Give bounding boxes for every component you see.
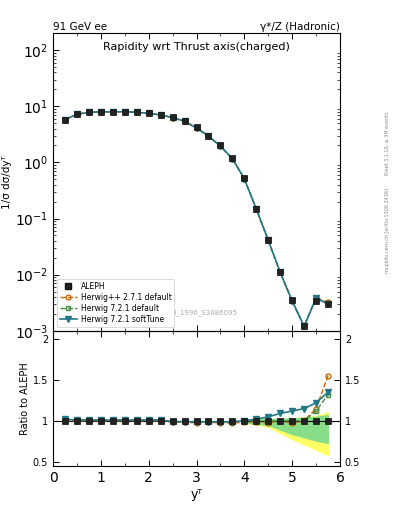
Legend: ALEPH, Herwig++ 2.7.1 default, Herwig 7.2.1 default, Herwig 7.2.1 softTune: ALEPH, Herwig++ 2.7.1 default, Herwig 7.… xyxy=(57,279,174,327)
Y-axis label: Ratio to ALEPH: Ratio to ALEPH xyxy=(20,362,30,435)
Text: Rivet 3.1.10, ≥ 3M events: Rivet 3.1.10, ≥ 3M events xyxy=(385,112,390,175)
Y-axis label: 1/σ dσ/dyᵀ: 1/σ dσ/dyᵀ xyxy=(2,155,12,209)
Text: Rapidity wrt Thrust axis(charged): Rapidity wrt Thrust axis(charged) xyxy=(103,42,290,52)
X-axis label: yᵀ: yᵀ xyxy=(191,487,202,501)
Text: 91 GeV ee: 91 GeV ee xyxy=(53,22,107,32)
Text: ALEPH_1996_S3486095: ALEPH_1996_S3486095 xyxy=(155,309,238,316)
Text: mcplots.cern.ch [arXiv:1306.3436]: mcplots.cern.ch [arXiv:1306.3436] xyxy=(385,188,390,273)
Text: γ*/Z (Hadronic): γ*/Z (Hadronic) xyxy=(260,22,340,32)
